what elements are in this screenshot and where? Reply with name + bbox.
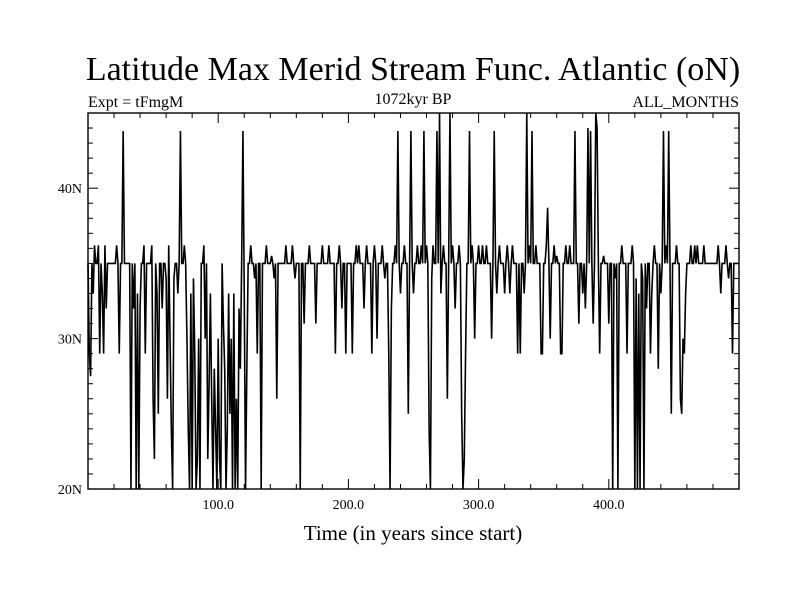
x-axis-label: Time (in years since start)	[304, 521, 523, 545]
y-tick-label: 20N	[58, 483, 82, 498]
chart-title: Latitude Max Merid Stream Func. Atlantic…	[86, 51, 740, 88]
subtitle-center: 1072kyr BP	[375, 91, 452, 108]
y-tick-label: 40N	[58, 182, 82, 197]
subtitle-left: Expt = tFmgM	[88, 94, 183, 111]
series-line	[87, 112, 739, 490]
x-tick-label: 400.0	[593, 498, 625, 513]
plot-frame	[87, 112, 740, 490]
y-tick-labels: 20N 30N 40N	[58, 182, 82, 498]
x-tick-label: 300.0	[463, 498, 495, 513]
x-tick-label: 100.0	[202, 498, 234, 513]
subtitle-right: ALL_MONTHS	[632, 94, 739, 111]
y-tick-label: 30N	[58, 333, 82, 348]
x-tick-labels: 100.0 200.0 300.0 400.0	[202, 498, 624, 513]
x-tick-label: 200.0	[333, 498, 365, 513]
